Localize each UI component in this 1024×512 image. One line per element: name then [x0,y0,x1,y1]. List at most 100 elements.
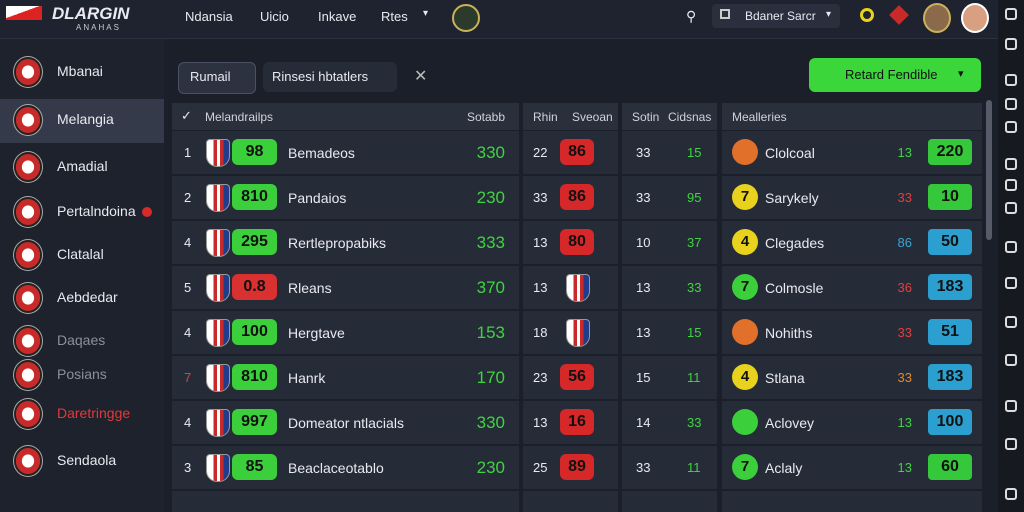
rail-icon[interactable] [1005,98,1017,110]
stat: 36 [897,280,912,295]
team-crest [13,282,43,314]
rail-icon[interactable] [1005,277,1017,289]
rail-icon[interactable] [1005,74,1017,86]
rail-icon[interactable] [1005,241,1017,253]
stat: 14 [636,415,651,430]
team-name: Stlana [765,370,805,386]
rail-icon[interactable] [1005,354,1017,366]
form-circle: 7 [732,274,758,300]
club-emblem[interactable] [452,4,480,32]
stat: 33 [687,280,702,295]
table-row[interactable] [622,401,717,444]
sidebar-item[interactable]: Amadial [57,158,108,174]
score: 230 [476,458,505,477]
red-badge: 16 [560,409,594,435]
table-row[interactable] [172,491,519,512]
column-header[interactable]: Sotin [632,110,660,124]
rail-icon[interactable] [1005,316,1017,328]
team-crest [13,196,43,228]
close-icon[interactable]: ✕ [414,68,428,85]
check-icon[interactable]: ✓ [181,108,192,123]
rail-icon[interactable] [1005,8,1017,20]
rail-icon[interactable] [1005,488,1017,500]
team-crest [206,229,230,257]
column-header[interactable]: Sveoan [572,110,613,124]
table-row[interactable] [622,446,717,489]
team-name: Beaclaceotablo [288,460,384,476]
search-icon[interactable]: ⚲ [686,8,697,24]
nav-link[interactable]: Uicio [260,9,289,24]
column-header[interactable]: Cidsnas [668,110,712,124]
sidebar-item[interactable]: Pertalndoina [57,203,136,219]
score: 170 [476,368,505,387]
team-crest [13,239,43,271]
rail-icon[interactable] [1005,202,1017,214]
table-row[interactable] [622,266,717,309]
column-header[interactable]: Sotabb [466,110,505,124]
table-row[interactable] [622,311,717,354]
form-circle: 4 [732,364,758,390]
team-crest [13,151,43,183]
scrollbar[interactable] [986,100,992,240]
stat: 13 [897,145,912,160]
alert-icon[interactable] [889,5,909,25]
sidebar-item[interactable]: Daretringge [57,405,131,421]
table-row[interactable] [622,491,717,512]
rail-icon[interactable] [1005,121,1017,133]
notification-dot [142,207,152,217]
sidebar-item[interactable]: Daqaes [57,332,106,348]
table-row[interactable] [622,131,717,174]
rank: 3 [184,460,192,475]
sidebar-item[interactable]: Mbanai [57,63,103,79]
table-row[interactable] [722,491,982,512]
dropdown-arrow[interactable]: ▾ [423,8,429,19]
team-name: Aclovey [765,415,815,431]
sidebar-item[interactable]: Melangia [57,111,114,127]
team-crest [206,139,230,167]
team-name: Hanrk [288,370,326,386]
stat: 15 [687,325,702,340]
column-header[interactable]: Rhin [533,110,558,124]
rail-icon[interactable] [1005,38,1017,50]
sidebar-item[interactable]: Clatalal [57,246,104,262]
rank: 5 [184,280,192,295]
team-name: Aclaly [765,460,803,476]
avatar[interactable] [961,3,989,33]
filter-tab[interactable] [263,62,397,92]
rail-icon[interactable] [1005,400,1017,412]
coin-icon[interactable] [860,8,874,22]
value-bar: 60 [928,454,972,480]
rating-badge: 295 [232,229,277,255]
rail-icon[interactable] [1005,179,1017,191]
action-button[interactable] [809,58,981,92]
table-row[interactable] [622,356,717,399]
sidebar-item[interactable]: Sendaola [57,452,117,468]
nav-link[interactable]: Ndansia [185,9,233,24]
rail-icon[interactable] [1005,438,1017,450]
filter-button[interactable] [178,62,256,94]
stat: 13 [533,235,548,250]
logo-icon [6,6,42,20]
stat: 13 [897,415,912,430]
stat: 33 [636,460,651,475]
sidebar-item[interactable]: Posians [57,366,107,382]
table-row[interactable] [622,176,717,219]
table-row[interactable] [622,221,717,264]
avatar[interactable] [923,3,951,33]
nav-link[interactable]: Inkave [318,9,357,24]
value-bar: 10 [928,184,972,210]
column-header[interactable]: Mealleries [732,110,787,124]
form-circle: 7 [732,454,758,480]
nav-link[interactable]: Rtes [381,9,408,24]
rail-icon[interactable] [1005,158,1017,170]
table-row[interactable] [523,491,618,512]
filter-tab-text: Rinsesi hbtatlers [272,69,369,84]
column-header[interactable]: Melandrailps [205,110,274,124]
sidebar-item[interactable]: Aebdedar [57,289,118,305]
search-select[interactable] [712,4,840,28]
stat: 13 [533,280,548,295]
team-crest [13,56,43,88]
form-circle: 4 [732,229,758,255]
stat: 13 [897,460,912,475]
